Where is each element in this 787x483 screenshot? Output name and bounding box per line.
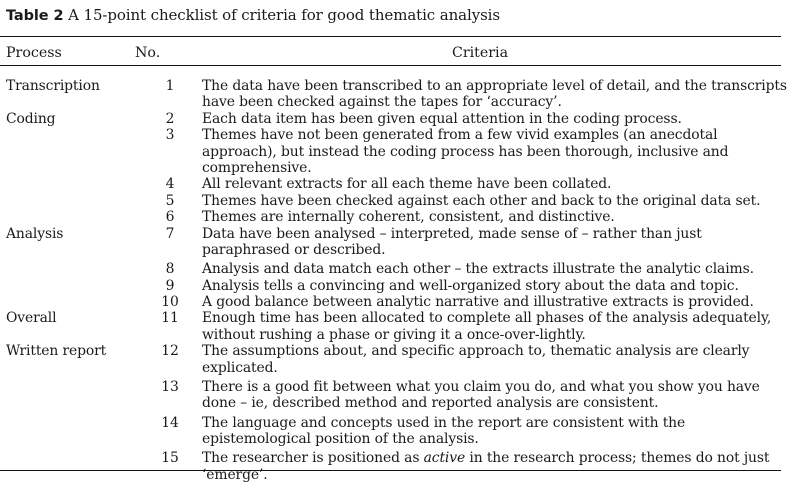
table-row: 8 Analysis and data match each other – t… <box>0 261 787 277</box>
criteria-cell: The data have been transcribed to an app… <box>202 78 787 111</box>
number-cell: 11 <box>161 310 179 327</box>
process-cell <box>0 176 144 192</box>
process-cell <box>0 415 144 448</box>
table-body: Transcription 1 The data have been trans… <box>0 78 787 483</box>
table-row: Overall 11 Enough time has been allocate… <box>0 310 787 343</box>
process-cell <box>0 193 144 209</box>
criteria-cell: The assumptions about, and specific appr… <box>202 343 750 376</box>
column-header-process: Process <box>6 45 62 61</box>
column-header-number: No. <box>135 45 161 61</box>
criteria-cell: Themes have been checked against each ot… <box>202 192 761 209</box>
process-cell <box>0 450 144 483</box>
table-row: 10 A good balance between analytic narra… <box>0 294 787 310</box>
number-cell: 1 <box>165 78 175 94</box>
number-cell: 8 <box>165 261 175 278</box>
number-cell: 3 <box>165 127 175 144</box>
number-cell: 12 <box>161 343 179 360</box>
top-rule <box>0 36 781 37</box>
process-cell <box>0 379 144 412</box>
process-cell: Written report <box>6 343 107 360</box>
table-row: 15 The researcher is positioned as activ… <box>0 450 787 483</box>
number-cell: 13 <box>161 378 179 395</box>
table-row: 14 The language and concepts used in the… <box>0 415 787 448</box>
criteria-cell: Themes are internally coherent, consiste… <box>202 209 615 226</box>
process-cell: Analysis <box>6 225 64 242</box>
number-cell: 6 <box>165 209 175 226</box>
process-cell <box>0 278 144 294</box>
criteria-text: The researcher is positioned as <box>202 450 424 467</box>
number-cell: 15 <box>161 450 179 467</box>
table-row: 13 There is a good fit between what you … <box>0 379 787 412</box>
table-title: A 15-point checklist of criteria for goo… <box>68 6 500 24</box>
process-cell: Overall <box>6 310 57 327</box>
table-row: Transcription 1 The data have been trans… <box>0 78 787 111</box>
criteria-cell: Data have been analysed – interpreted, m… <box>202 225 702 259</box>
bottom-rule <box>0 470 781 471</box>
process-cell <box>0 261 144 277</box>
criteria-cell: The researcher is positioned as active i… <box>196 450 787 483</box>
table-row: 9 Analysis tells a convincing and well-o… <box>0 278 787 294</box>
criteria-cell: Each data item has been given equal atte… <box>202 110 682 127</box>
criteria-cell: Enough time has been allocated to comple… <box>202 310 772 343</box>
process-cell <box>0 127 144 176</box>
table-row: Written report 12 The assumptions about,… <box>0 343 787 376</box>
number-cell: 9 <box>165 277 175 294</box>
criteria-cell: Themes have not been generated from a fe… <box>202 127 729 177</box>
column-header-criteria: Criteria <box>452 45 509 61</box>
number-cell: 7 <box>165 225 175 242</box>
table-caption: Table 2 A 15-point checklist of criteria… <box>6 6 500 24</box>
process-cell <box>0 294 144 310</box>
number-cell: 5 <box>165 192 175 209</box>
number-cell: 10 <box>161 294 179 311</box>
criteria-emphasis: active <box>423 450 466 467</box>
process-cell: Transcription <box>6 78 100 94</box>
number-cell: 2 <box>165 110 175 127</box>
header-rule <box>0 65 781 66</box>
criteria-cell: A good balance between analytic narrativ… <box>202 294 754 311</box>
table-label: Table 2 <box>6 8 64 24</box>
table-row: 6 Themes are internally coherent, consis… <box>0 209 787 225</box>
table-row: 4 All relevant extracts for all each the… <box>0 176 787 192</box>
table-row: Analysis 7 Data have been analysed – int… <box>0 226 787 259</box>
criteria-cell: Analysis and data match each other – the… <box>202 261 754 278</box>
table-row: 5 Themes have been checked against each … <box>0 193 787 209</box>
number-cell: 4 <box>165 176 175 193</box>
process-cell: Coding <box>6 110 56 127</box>
criteria-cell: All relevant extracts for all each theme… <box>202 176 612 193</box>
criteria-cell: The language and concepts used in the re… <box>202 414 686 447</box>
process-cell <box>0 209 144 225</box>
table-row: Coding 2 Each data item has been given e… <box>0 111 787 127</box>
criteria-cell: Analysis tells a convincing and well-org… <box>202 277 739 294</box>
number-cell: 14 <box>161 414 179 431</box>
criteria-cell: There is a good fit between what you cla… <box>202 378 760 412</box>
table-row: 3 Themes have not been generated from a … <box>0 127 787 176</box>
